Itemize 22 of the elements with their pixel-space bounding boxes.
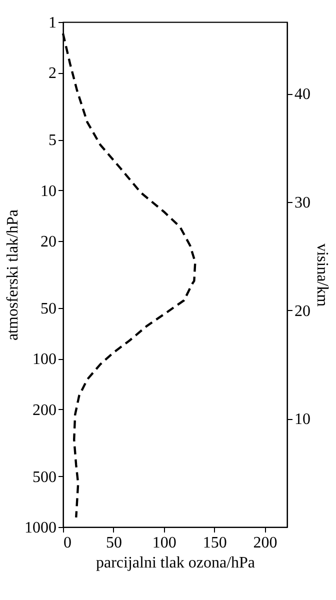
y-tick-label: 100 — [32, 351, 56, 368]
x-axis-title: parcijalni tlak ozona/hPa — [96, 554, 256, 572]
y-tick-label: 1 — [48, 14, 56, 32]
y2-tick-label: 30 — [294, 194, 310, 212]
y2-tick-label: 20 — [294, 302, 310, 320]
y-tick-label: 50 — [40, 300, 56, 318]
y2-tick-label: 40 — [294, 86, 310, 104]
x-tick-label: 200 — [253, 534, 278, 552]
y-tick-label: 20 — [40, 234, 56, 251]
x-tick-label: 100 — [152, 534, 176, 552]
x-tick-label: 50 — [106, 534, 122, 552]
y-tick-label: 500 — [32, 468, 56, 486]
x-tick-label: 0 — [64, 534, 72, 552]
y2-axis-title: visina/km — [314, 243, 330, 308]
y2-tick-label: 10 — [294, 411, 310, 428]
y-axis-title: atmosferski tlak/hPa — [4, 209, 22, 341]
y-tick-label: 200 — [32, 402, 56, 419]
y-tick-label: 5 — [48, 132, 56, 150]
y-tick-label: 10 — [40, 182, 56, 200]
x-tick-label: 150 — [202, 534, 227, 552]
y-tick-label: 1000 — [24, 520, 56, 536]
y-tick-label: 2 — [48, 65, 56, 82]
